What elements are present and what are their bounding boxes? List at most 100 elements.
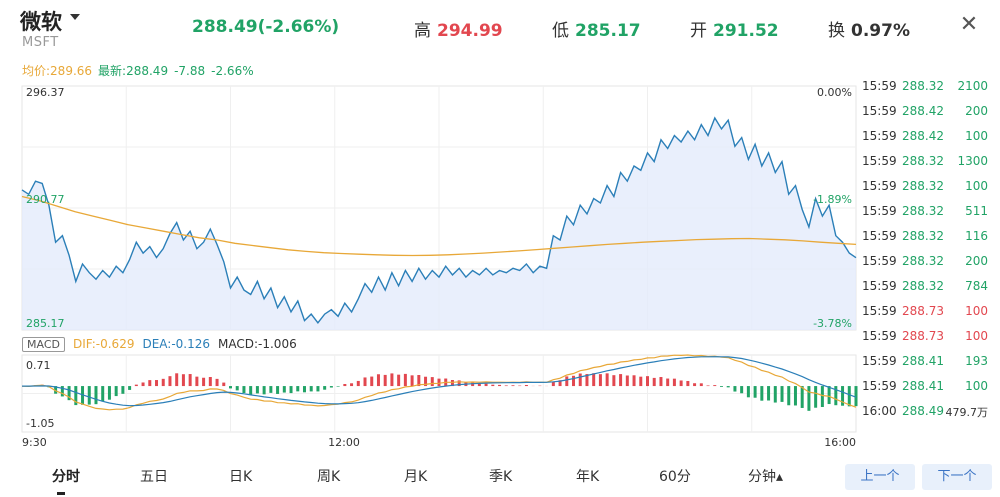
trade-volume: 2100 <box>957 79 988 93</box>
tab-yearly-k[interactable]: 年K <box>576 469 600 485</box>
prev-button[interactable]: 上一个 <box>845 464 915 490</box>
trade-time: 15:59 <box>862 254 897 268</box>
trade-time: 15:59 <box>862 154 897 168</box>
latest-price-text: 最新:288.49 <box>98 64 169 78</box>
trade-price: 288.32 <box>902 79 944 93</box>
trade-time: 15:59 <box>862 229 897 243</box>
tab-60-min[interactable]: 60分 <box>659 469 691 485</box>
trade-time: 15:59 <box>862 304 897 318</box>
period-tabs: 分时 五日 日K 周K 月K 季K 年K 60分 分钟▴ 上一个 下一个 <box>0 460 1000 497</box>
price-area <box>22 118 856 330</box>
trade-time: 15:59 <box>862 329 897 343</box>
macd-dif: DIF:-0.629 <box>72 337 135 351</box>
info-line: 均价:289.66 最新:288.49 -7.88 -2.66% <box>22 62 260 79</box>
pct-axis-bottom: -3.78% <box>813 317 852 330</box>
stock-name[interactable]: 微软 <box>20 10 62 34</box>
trade-price: 288.49 <box>902 404 944 418</box>
trade-price: 288.32 <box>902 254 944 268</box>
trade-row: 15:59 288.42 100 <box>860 129 990 154</box>
macd-legend: MACD DIF:-0.629 DEA:-0.126 MACD:-1.006 <box>22 337 305 352</box>
macd-axis-bottom: -1.05 <box>26 417 54 430</box>
trade-volume: 511 <box>965 204 988 218</box>
trade-volume: 100 <box>965 129 988 143</box>
stat-high: 高 294.99 <box>414 16 503 41</box>
macd-dea: DEA:-0.126 <box>142 337 211 351</box>
price-axis-mid: 290.77 <box>26 193 65 206</box>
stat-open-label: 开 <box>690 21 707 41</box>
tab-weekly-k[interactable]: 周K <box>317 469 341 485</box>
trade-volume: 479.7万 <box>945 406 989 419</box>
trade-time: 15:59 <box>862 179 897 193</box>
trade-row: 16:00 288.49 479.7万 <box>860 404 990 429</box>
pct-axis-mid: -1.89% <box>813 193 852 206</box>
tab-five-day[interactable]: 五日 <box>140 469 168 485</box>
trade-price: 288.32 <box>902 229 944 243</box>
trade-time: 16:00 <box>862 404 897 418</box>
tab-quarterly-k[interactable]: 季K <box>489 469 513 485</box>
tab-daily-k[interactable]: 日K <box>229 469 253 485</box>
tab-intraday[interactable]: 分时 <box>52 469 80 485</box>
caret-down-icon[interactable] <box>70 14 80 20</box>
stat-turnover: 换 0.97% <box>828 16 910 41</box>
trade-time: 15:59 <box>862 204 897 218</box>
trade-row: 15:59 288.73 100 <box>860 329 990 354</box>
trade-row: 15:59 288.32 2100 <box>860 79 990 104</box>
price-axis-top: 296.37 <box>26 86 65 99</box>
stat-turnover-value: 0.97% <box>851 21 910 41</box>
price-change: 288.49(-2.66%) <box>192 17 340 37</box>
trade-volume: 200 <box>965 254 988 268</box>
trade-row: 15:59 288.42 200 <box>860 104 990 129</box>
macd-lines <box>21 354 857 411</box>
trade-time: 15:59 <box>862 79 897 93</box>
time-axis-end: 16:00 <box>824 436 856 449</box>
trade-price: 288.32 <box>902 204 944 218</box>
tab-monthly-k[interactable]: 月K <box>404 469 428 485</box>
trade-price: 288.42 <box>902 104 944 118</box>
trade-price: 288.42 <box>902 129 944 143</box>
trade-price: 288.73 <box>902 329 944 343</box>
trade-row: 15:59 288.73 100 <box>860 304 990 329</box>
trade-time: 15:59 <box>862 129 897 143</box>
trade-volume: 100 <box>965 304 988 318</box>
trade-volume: 1300 <box>957 154 988 168</box>
trade-row: 15:59 288.41 100 <box>860 379 990 404</box>
trade-price: 288.41 <box>902 354 944 368</box>
trade-price: 288.32 <box>902 279 944 293</box>
average-price-line <box>21 195 857 257</box>
trade-volume: 116 <box>965 229 988 243</box>
trade-time: 15:59 <box>862 279 897 293</box>
trade-volume: 200 <box>965 104 988 118</box>
trade-volume: 193 <box>965 354 988 368</box>
time-axis-mid: 12:00 <box>328 436 360 449</box>
price-polyline <box>21 116 857 324</box>
close-icon[interactable]: ✕ <box>959 12 979 37</box>
trade-volume: 100 <box>965 329 988 343</box>
stock-ticker: MSFT <box>22 35 59 50</box>
trade-row: 15:59 288.32 511 <box>860 204 990 229</box>
trade-volume: 100 <box>965 379 988 393</box>
macd-axis-top: 0.71 <box>26 359 51 372</box>
next-button[interactable]: 下一个 <box>922 464 992 490</box>
trade-price: 288.32 <box>902 154 944 168</box>
macd-tag[interactable]: MACD <box>22 337 65 352</box>
macd-value: MACD:-1.006 <box>218 337 297 351</box>
change-text: -7.88 <box>174 64 206 78</box>
trade-time: 15:59 <box>862 379 897 393</box>
stat-high-value: 294.99 <box>437 21 503 41</box>
stat-low: 低 285.17 <box>552 16 641 41</box>
trade-row: 15:59 288.32 784 <box>860 279 990 304</box>
stat-open-value: 291.52 <box>713 21 779 41</box>
trade-price: 288.73 <box>902 304 944 318</box>
active-tab-indicator <box>57 492 65 495</box>
time-axis-start: 9:30 <box>22 436 47 449</box>
avg-price-text: 均价:289.66 <box>22 64 93 78</box>
price-area-fill <box>22 118 856 330</box>
price-axis-bottom: 285.17 <box>26 317 65 330</box>
stat-low-value: 285.17 <box>575 21 641 41</box>
tab-minute[interactable]: 分钟▴ <box>748 469 784 485</box>
trade-row: 15:59 288.41 193 <box>860 354 990 379</box>
stat-turnover-label: 换 <box>828 21 845 41</box>
price-line <box>21 116 857 324</box>
stat-low-label: 低 <box>552 21 569 41</box>
chart-canvas: 296.37 290.77 285.17 0.00% -1.89% -3.78%… <box>21 85 858 449</box>
